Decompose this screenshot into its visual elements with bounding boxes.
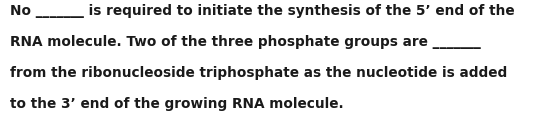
Text: from the ribonucleoside triphosphate as the nucleotide is added: from the ribonucleoside triphosphate as … (10, 66, 507, 80)
Text: No _______ is required to initiate the synthesis of the 5’ end of the: No _______ is required to initiate the s… (10, 4, 514, 18)
Text: to the 3’ end of the growing RNA molecule.: to the 3’ end of the growing RNA molecul… (10, 97, 344, 111)
Text: RNA molecule. Two of the three phosphate groups are _______: RNA molecule. Two of the three phosphate… (10, 35, 481, 49)
